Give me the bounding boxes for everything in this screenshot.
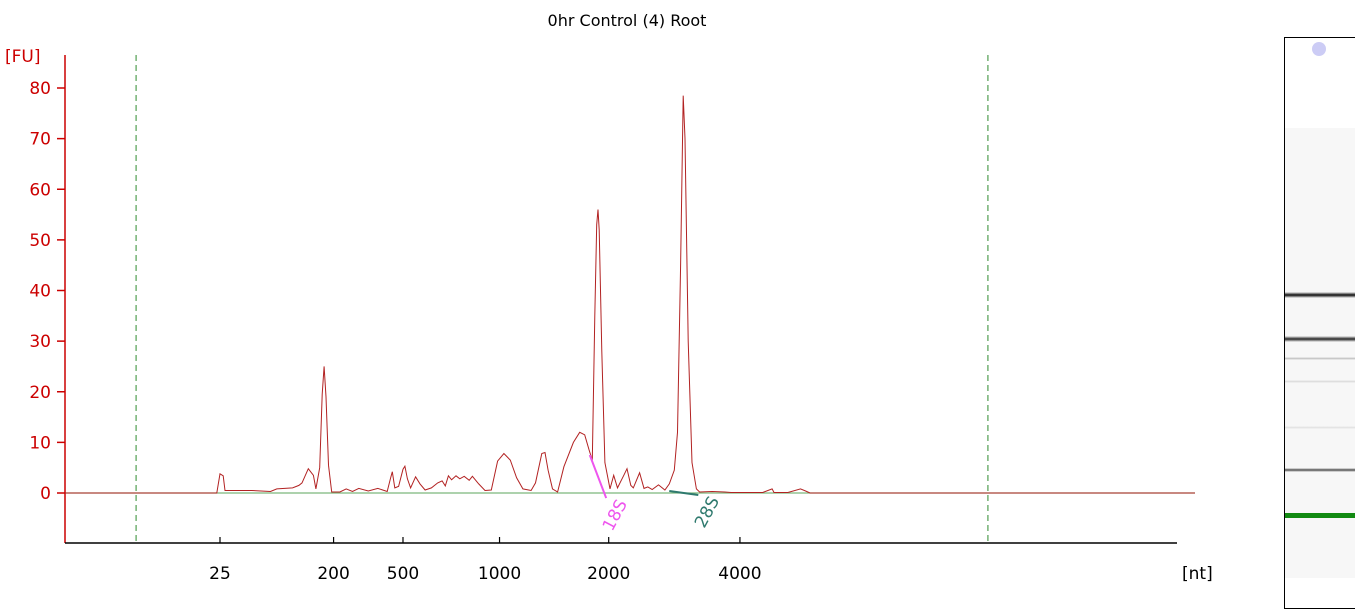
x-tick-label: 200 — [317, 564, 349, 584]
trace-line — [65, 95, 1195, 494]
electropherogram-chart: 0hr Control (4) Root 0 10 20 30 40 50 60 70 80 25… — [5, 11, 1213, 584]
y-tick-label: 70 — [29, 130, 51, 150]
gel-band — [1285, 380, 1355, 383]
x-tick-label: 4000 — [718, 564, 761, 584]
y-tick-label: 80 — [29, 79, 51, 99]
gel-band — [1285, 335, 1355, 342]
y-tick-label: 50 — [29, 231, 51, 251]
x-axis-label: [nt] — [1182, 564, 1213, 584]
y-tick-label: 0 — [40, 484, 51, 504]
x-tick-label: 500 — [387, 564, 419, 584]
gel-marker-band — [1285, 512, 1355, 518]
marker-18S-label: 18S — [599, 496, 632, 534]
marker-28S-label: 28S — [691, 493, 724, 531]
gel-band — [1285, 357, 1355, 361]
gel-band — [1285, 425, 1355, 429]
gel-lane — [1285, 128, 1355, 578]
gel-band — [1285, 468, 1355, 473]
x-tick-label: 2000 — [587, 564, 630, 584]
y-tick-label: 30 — [29, 332, 51, 352]
y-tick-label: 60 — [29, 180, 51, 200]
x-tick-label: 1000 — [478, 564, 521, 584]
gel-sample-dot-icon — [1312, 42, 1326, 56]
chart-title: 0hr Control (4) Root — [548, 11, 707, 30]
y-axis-label: [FU] — [5, 47, 41, 67]
gel-image — [1284, 37, 1355, 609]
gel-band — [1285, 292, 1355, 299]
marker-18S-line — [588, 454, 608, 499]
y-tick-label: 40 — [29, 282, 51, 302]
plot-area: 0 10 20 30 40 50 60 70 80 25 200 500 1000 2000 4000 18S… — [29, 55, 1195, 584]
marker-28S-line — [669, 489, 699, 497]
y-tick-label: 10 — [29, 433, 51, 453]
y-tick-label: 20 — [29, 383, 51, 403]
x-tick-label: 25 — [209, 564, 231, 584]
